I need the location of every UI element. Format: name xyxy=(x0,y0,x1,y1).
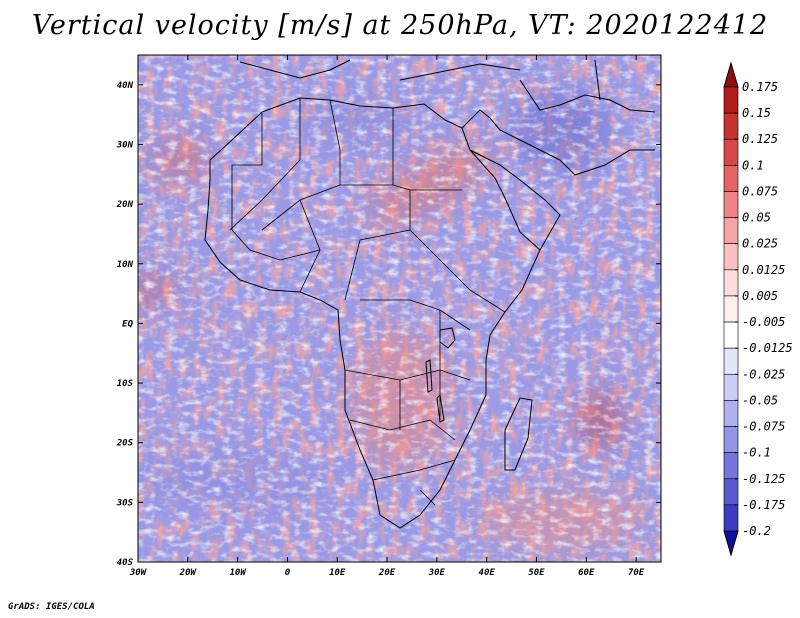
colorbar-label: -0.075 xyxy=(742,420,785,434)
coastlines xyxy=(204,59,656,529)
lat-label: 40N xyxy=(117,81,134,91)
colorbar-segment xyxy=(723,243,739,271)
lon-label: 10W xyxy=(229,568,247,578)
map-title: Vertical velocity [m/s] at 250hPa, VT: 2… xyxy=(31,10,769,41)
colorbar-label: -0.2 xyxy=(742,524,771,538)
lakes xyxy=(425,327,456,423)
colorbar-segment xyxy=(723,452,739,480)
lat-label: 40S xyxy=(117,558,134,568)
lon-label: 30W xyxy=(129,568,148,578)
lon-label: 70E xyxy=(628,568,645,578)
vertical-velocity-field xyxy=(138,55,661,562)
lon-label: 0 xyxy=(285,568,291,578)
colorbar-segment xyxy=(723,400,739,427)
colorbar-label: -0.0125 xyxy=(742,341,793,355)
colorbar-label: 0.0125 xyxy=(742,263,785,277)
lat-label: 10S xyxy=(117,379,134,389)
map-frame xyxy=(137,54,662,563)
lon-label: 30E xyxy=(428,568,446,578)
lat-label: 30S xyxy=(116,498,134,508)
colorbar-segment xyxy=(723,373,739,401)
lat-label: 30N xyxy=(116,140,134,150)
colorbar-segment xyxy=(723,295,739,323)
colorbar-segment xyxy=(723,217,739,245)
colorbar-label: -0.125 xyxy=(742,472,785,486)
colorbar-label: 0.005 xyxy=(742,289,778,303)
colorbar-segment xyxy=(723,347,739,375)
lon-label: 20E xyxy=(378,568,396,578)
colorbar-label: 0.025 xyxy=(742,237,778,251)
colorbar-top-triangle xyxy=(723,61,739,88)
lat-label: 10N xyxy=(117,260,134,270)
colorbar-segment xyxy=(723,165,739,192)
longitude-axis: 30W 20W 10W 0 10E 20E 30E 40E 50E 60E 70E xyxy=(129,55,645,578)
colorbar: 0.175 0.15 0.125 0.1 0.075 0.05 0.025 0.0125 0.0… xyxy=(723,61,793,557)
colorbar-label: 0.15 xyxy=(742,106,771,120)
colorbar-label: -0.005 xyxy=(742,315,785,329)
grads-credit: GrADS: IGES/COLA xyxy=(8,602,95,612)
lat-label: EQ xyxy=(122,319,133,329)
colorbar-segment xyxy=(723,504,739,532)
lon-label: 50E xyxy=(528,568,545,578)
lat-label: 20S xyxy=(116,439,134,449)
lon-label: 20W xyxy=(179,568,198,578)
colorbar-label: -0.1 xyxy=(742,446,771,460)
lat-label: 20N xyxy=(116,200,134,210)
colorbar-segment xyxy=(723,321,739,349)
lon-label: 60E xyxy=(578,568,595,578)
colorbar-segment xyxy=(723,112,739,140)
colorbar-segment xyxy=(723,269,739,297)
colorbar-label: -0.025 xyxy=(742,367,785,381)
colorbar-segment xyxy=(723,191,739,218)
colorbar-label: 0.1 xyxy=(742,158,764,172)
latitude-axis: 40N 30N 20N 10N EQ 10S 20S 30S 40S xyxy=(116,81,661,568)
colorbar-segment xyxy=(723,86,739,114)
colorbar-label: 0.125 xyxy=(742,132,778,146)
colorbar-label: 0.05 xyxy=(742,211,771,225)
colorbar-label: 0.075 xyxy=(742,184,778,198)
colorbar-segment xyxy=(723,478,739,506)
lon-label: 40E xyxy=(479,568,496,578)
colorbar-bottom-triangle xyxy=(723,530,739,557)
country-borders xyxy=(229,98,506,506)
colorbar-label: -0.05 xyxy=(742,393,778,407)
colorbar-label: -0.175 xyxy=(742,498,785,512)
lon-label: 10E xyxy=(329,568,346,578)
colorbar-segment xyxy=(723,138,739,166)
colorbar-segment xyxy=(723,426,739,453)
colorbar-label: 0.175 xyxy=(742,80,778,94)
